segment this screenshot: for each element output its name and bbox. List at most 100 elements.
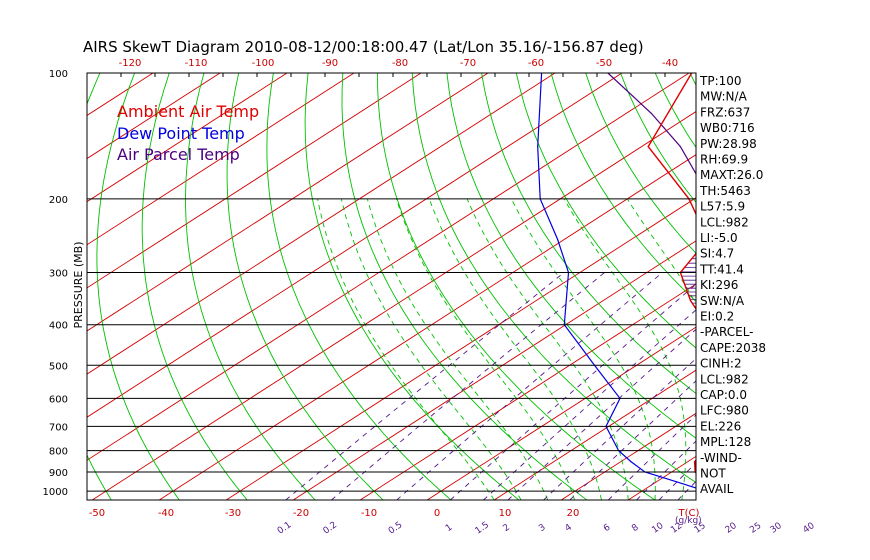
pressure-tick-label: 800: [49, 447, 68, 458]
mixing-ratio-line: [483, 309, 696, 500]
mixing-ratio-label: 1.5: [474, 520, 491, 536]
mixing-ratio-label: 25: [748, 521, 763, 536]
moist-adiabat-line: [317, 198, 495, 500]
moist-adiabat-line: [428, 198, 602, 500]
bottom-temp-label: -10: [361, 508, 377, 519]
pressure-tick-label: 100: [49, 69, 68, 80]
pressure-tick-label: 1000: [43, 487, 68, 498]
mixing-ratio-label: 8: [630, 522, 641, 534]
dry-adiabat-line: [141, 73, 248, 500]
pressure-tick-label: 400: [49, 321, 68, 332]
isotherm-line: [87, 73, 288, 203]
dry-adiabat-line: [87, 73, 112, 500]
mixing-ratio-line: [757, 273, 870, 501]
top-temp-label: -60: [528, 58, 544, 69]
chart-title: AIRS SkewT Diagram 2010-08-12/00:18:00.4…: [83, 38, 644, 56]
isotherm-line: [87, 73, 422, 289]
dry-adiabat-line: [96, 73, 180, 500]
plot-frame: [86, 72, 697, 501]
bottom-temp-label: T(C): [678, 508, 700, 519]
mixing-ratio-label: 20: [724, 521, 739, 536]
top-temp-label: -110: [185, 58, 208, 69]
pressure-tick-label: 500: [49, 361, 68, 372]
isotherm-line: [292, 240, 696, 500]
moist-adiabat-line: [366, 198, 549, 500]
profile-point: [557, 238, 559, 240]
legend-entry: Ambient Air Temp: [117, 102, 259, 121]
stability-index: RH:69.9: [700, 153, 748, 167]
mixing-ratio-line: [607, 414, 696, 500]
profile-point: [694, 461, 696, 463]
stability-index: LCL:982: [700, 215, 749, 229]
stability-index: LFC:980: [700, 404, 749, 418]
isotherm-line: [359, 283, 696, 500]
pressure-tick-label: 600: [49, 394, 68, 405]
dry-adiabat-line: [863, 73, 870, 500]
dry-adiabat-line: [266, 73, 452, 500]
stability-index: FRZ:637: [700, 105, 750, 119]
profile-point: [689, 299, 692, 302]
mixing-ratio-label: 2: [502, 523, 512, 534]
stability-index: AVAIL: [700, 482, 734, 496]
stability-index: LI:-5.0: [700, 231, 738, 245]
isotherm-line: [225, 197, 696, 500]
mixing-ratio-unit: (g/kg): [675, 516, 702, 526]
stability-index: SW:N/A: [700, 294, 745, 308]
stability-index: KI:296: [700, 278, 738, 292]
mixing-ratio-label: 1: [444, 523, 454, 534]
mixing-ratio-label: 0.5: [387, 520, 404, 536]
stability-index: EL:226: [700, 419, 741, 433]
mixing-ratio-label: 30: [769, 521, 784, 536]
moist-adiabat-line: [395, 198, 576, 500]
isotherm-line: [560, 412, 696, 500]
isotherm-line: [762, 73, 870, 500]
moist-adiabat-line: [563, 198, 687, 500]
top-temp-label: -50: [596, 58, 612, 69]
stability-index: CINH:2: [700, 357, 742, 371]
stability-index: TH:5463: [699, 184, 751, 198]
mixing-ratio-line: [331, 272, 605, 500]
isotherm-line: [87, 73, 690, 461]
moist-adiabat-line: [340, 198, 522, 500]
mixing-ratio-line: [810, 273, 870, 501]
mixing-ratio-label: 10: [650, 521, 665, 536]
dry-adiabat-line: [794, 73, 870, 500]
isotherm-line: [87, 73, 221, 160]
mixing-ratio-label: 4: [564, 522, 575, 534]
stability-index: -PARCEL-: [700, 325, 754, 339]
dry-adiabat-line: [481, 73, 696, 395]
stability-index: PW:28.98: [700, 137, 757, 151]
bottom-temp-label: -20: [293, 508, 309, 519]
mixing-ratio-line: [285, 272, 565, 500]
isotherm-line: [87, 73, 556, 375]
moist-adiabat-line: [466, 198, 629, 500]
pressure-tick-label: 700: [49, 422, 68, 433]
top-temp-label: -90: [322, 58, 338, 69]
stability-index: MPL:128: [700, 435, 751, 449]
stability-index: WB0:716: [700, 121, 755, 135]
dry-adiabat-line: [550, 73, 696, 303]
legend-entry: Dew Point Temp: [117, 124, 245, 143]
profile-line-ambient: [647, 73, 696, 475]
profile-point: [537, 146, 539, 148]
isotherm-line: [829, 73, 870, 500]
top-temp-label: -40: [662, 58, 678, 69]
pressure-tick-label: 900: [49, 468, 68, 479]
stability-index: MAXT:26.0: [700, 168, 763, 182]
dry-adiabat-line: [654, 73, 696, 149]
profile-line-dewpoint: [537, 73, 696, 489]
profile-point: [630, 461, 632, 463]
mixing-ratio-line: [658, 462, 696, 500]
profile-point: [650, 112, 653, 115]
mixing-ratio-label: 3: [537, 523, 547, 534]
stability-index: CAPE:2038: [700, 341, 766, 355]
mixing-ratio-line: [396, 272, 663, 500]
dry-adiabat-line: [759, 73, 870, 500]
y-axis-label: PRESSURE (MB): [72, 242, 85, 329]
bottom-temp-label: 0: [434, 508, 440, 519]
isotherm-line: [87, 73, 489, 332]
bottom-temp-label: -40: [158, 508, 174, 519]
stability-index: MW:N/A: [700, 90, 748, 104]
dry-adiabat-line: [829, 73, 870, 500]
